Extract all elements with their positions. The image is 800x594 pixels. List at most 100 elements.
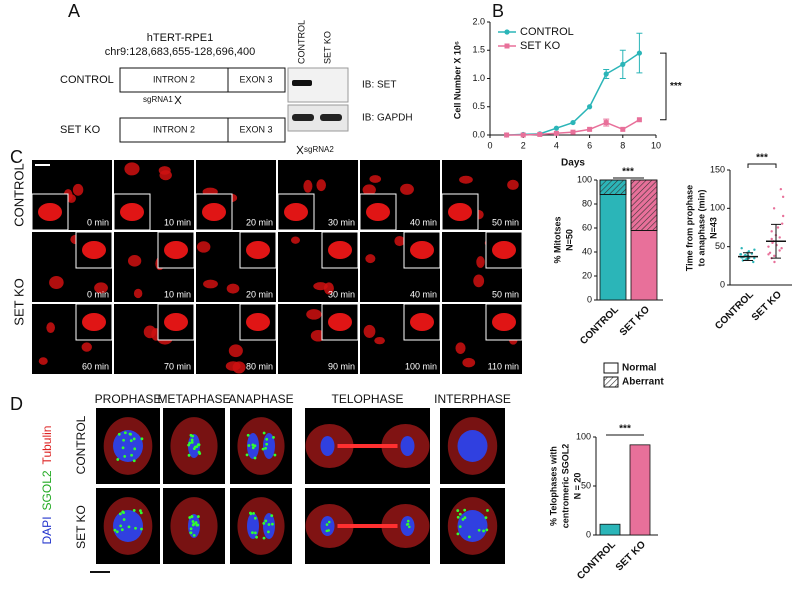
y-tick-label: 0 [720,279,725,289]
point [779,187,783,191]
sgol2 [262,536,266,540]
sgol2 [406,519,410,523]
inset-cell [284,203,308,221]
sgol2 [458,525,462,529]
sgol2 [190,438,194,442]
x-tick-label: 4 [554,140,559,150]
guide-label: sgRNA1 [143,95,173,104]
point [768,251,772,254]
dna [457,510,488,542]
nucleus [159,170,172,181]
bar-segment [599,193,627,301]
sgol2 [456,509,460,512]
timepoint: 40 min [410,217,437,227]
sgol2 [407,525,411,529]
inset-cell [448,203,472,221]
sgol2 [121,446,125,450]
nucleus [46,322,55,334]
nucleus [455,342,466,354]
point [587,104,593,110]
stain-name: DAPI [40,516,54,544]
sgol2 [255,535,258,539]
point [603,120,609,126]
sd-bar [771,223,781,259]
point [772,207,776,210]
sgol2 [139,509,142,513]
guide-label: sgRNA2 [304,145,334,154]
point [740,247,743,250]
point [752,260,755,264]
stain-name: SGOL2 [40,470,54,510]
y-axis-label: N = 20 [572,473,582,500]
sgol2 [134,526,137,530]
nucleus [462,357,476,368]
row-label: SET KO [11,278,26,325]
legend-swatch [603,362,619,374]
axis [489,22,656,136]
intron-label: INTRON 2 [153,74,195,84]
legend-label: Aberrant [622,377,664,388]
inset-cell [492,241,516,259]
panel-label: B [492,1,504,21]
dna [113,430,143,462]
inset-cell [164,241,188,259]
inset-cell [120,203,144,221]
point [753,256,756,260]
tubulin [237,497,285,555]
phase-label: INTERPHASE [434,392,511,406]
point [780,247,783,250]
inset-cell [82,313,106,331]
sgol2 [187,453,191,457]
x-tick-label: CONTROL [713,289,756,332]
y-axis-label: centromeric SGOL2 [560,444,570,529]
gene-row-label: CONTROL [60,74,114,86]
sgol2 [253,516,257,520]
nucleus [400,183,414,195]
sgol2 [485,528,489,532]
sgol2 [254,531,257,535]
timepoint: 70 min [164,361,191,371]
y-tick-label: 60 [582,222,592,232]
significance: *** [670,81,682,92]
sgol2 [249,512,253,516]
timepoint: 20 min [246,289,273,299]
sgol2 [463,508,467,512]
sgol2 [129,439,133,443]
inset-cell [246,313,270,331]
point [537,131,543,137]
significance-bracket [747,163,777,168]
guide-mark [296,145,304,155]
nucleus [303,179,313,193]
point [739,253,743,256]
bar-segment [630,229,658,301]
nucleus [196,241,211,253]
cell-line: hTERT-RPE1 [147,32,213,44]
sgol2 [132,459,136,463]
locus: chr9:128,683,655-128,696,400 [105,46,255,58]
bar [629,444,651,536]
guide-mark [174,95,182,105]
sgol2 [192,522,196,526]
nucleus [476,256,485,268]
point [553,130,559,136]
midbody [337,444,398,448]
point [781,214,785,218]
nucleus [226,283,240,294]
inset-cell [410,241,434,259]
x-tick-label: SET KO [614,539,648,573]
point [570,119,576,126]
sgol2 [194,521,198,524]
inset-cell [366,203,390,221]
sgol2 [325,523,329,526]
nucleus [133,288,143,299]
timepoint: 20 min [246,217,273,227]
sgol2 [118,512,122,516]
tubulin [237,417,285,475]
sgol2 [482,529,485,533]
sgol2 [327,529,330,532]
exon-label: EXON 3 [239,124,272,134]
sgol2 [253,456,257,460]
point [636,50,643,56]
y-axis-label: N=43 [708,217,718,239]
